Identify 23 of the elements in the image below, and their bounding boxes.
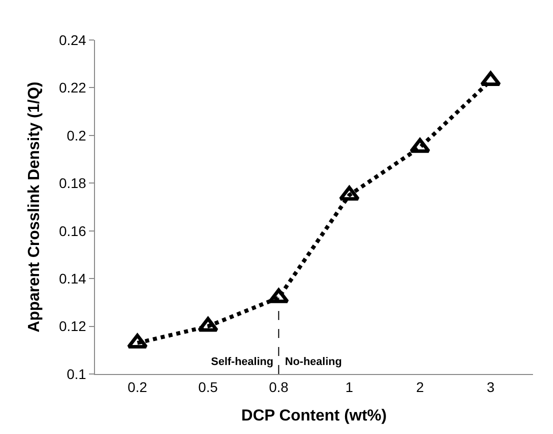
y-tick-label: 0.1	[66, 366, 86, 382]
y-tick-label: 0.24	[58, 32, 86, 48]
x-axis-title: DCP Content (wt%)	[241, 408, 387, 424]
x-tick-label: 0.2	[128, 378, 148, 395]
point	[268, 288, 290, 304]
annotation: Self-healing	[211, 356, 274, 368]
y-tick-label: 0.22	[58, 80, 86, 96]
y-tick-label: 0.18	[58, 175, 86, 192]
point	[410, 138, 430, 153]
point	[338, 186, 360, 201]
x-tick-label: 0.5	[198, 378, 218, 395]
x-tick-label: 2	[416, 378, 424, 395]
y-axis-title: Apparent Crosslink Density (1/Q)	[26, 82, 43, 332]
y-tick-label: 0.12	[58, 318, 86, 334]
point	[198, 317, 218, 332]
x-tick-label: 1	[345, 378, 354, 395]
x-tick-label: 0.8	[268, 378, 289, 395]
annotation: No-healing	[285, 356, 342, 368]
x-tick-label: 3	[486, 378, 495, 395]
y-tick-label: 0.14	[58, 270, 86, 286]
y-tick-label: 0.2	[66, 127, 86, 144]
y-tick-label: 0.16	[58, 222, 86, 239]
point	[480, 71, 502, 86]
